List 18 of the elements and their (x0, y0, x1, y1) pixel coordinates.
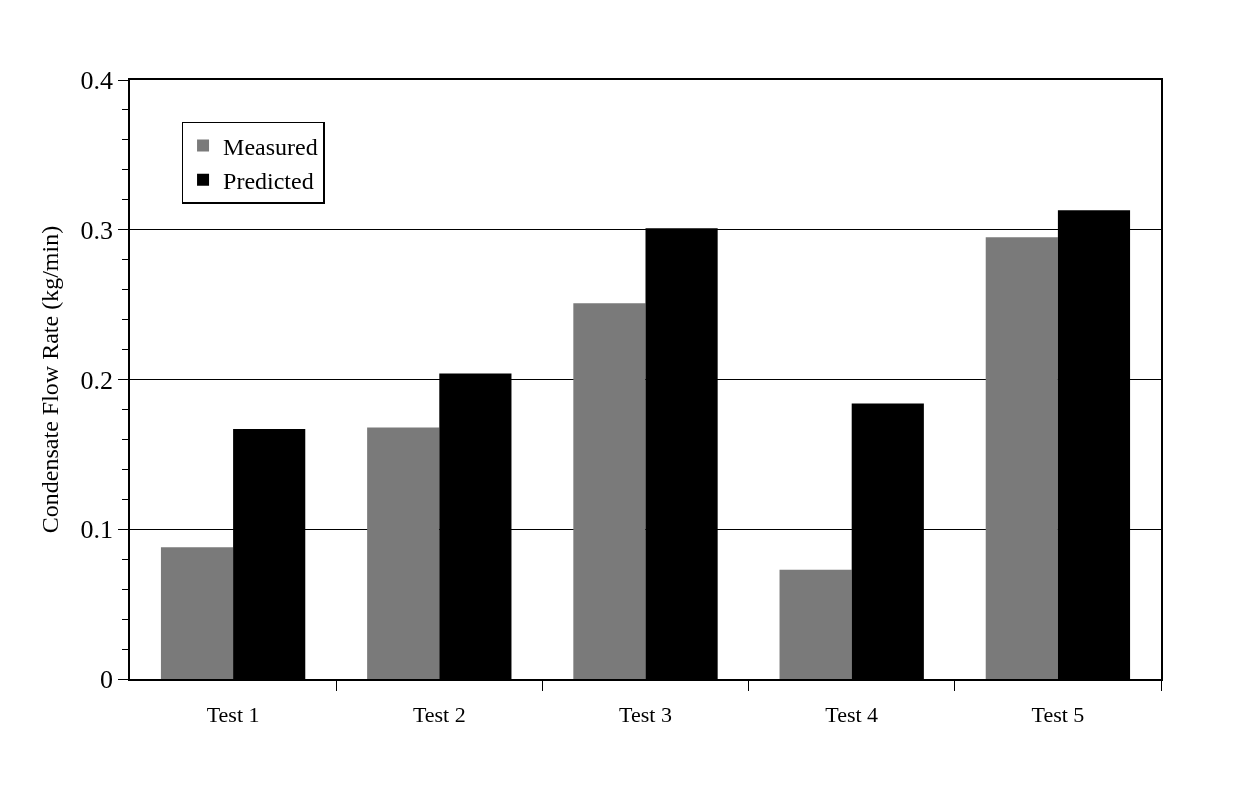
bar (573, 303, 646, 679)
x-tick-label: Test 3 (619, 702, 672, 728)
bar (779, 569, 852, 679)
y-tick-label: 0.2 (80, 365, 114, 395)
y-tick-label: 0.4 (80, 66, 114, 96)
x-tick-label: Test 1 (206, 702, 260, 728)
y-tick-label: 0 (100, 665, 114, 695)
x-tick-label: Test 4 (825, 702, 879, 728)
x-tick-label: Test 5 (1031, 702, 1085, 728)
y-axis-title: Condensate Flow Rate (kg/min) (37, 225, 64, 534)
legend-label: Measured (223, 133, 318, 160)
bar (985, 237, 1058, 679)
bar (367, 427, 440, 679)
x-tick-label: Test 2 (412, 702, 466, 728)
y-tick-label: 0.1 (80, 515, 114, 545)
y-tick-label: 0.3 (80, 215, 114, 245)
bar (160, 547, 234, 679)
legend-label: Predicted (223, 168, 314, 195)
